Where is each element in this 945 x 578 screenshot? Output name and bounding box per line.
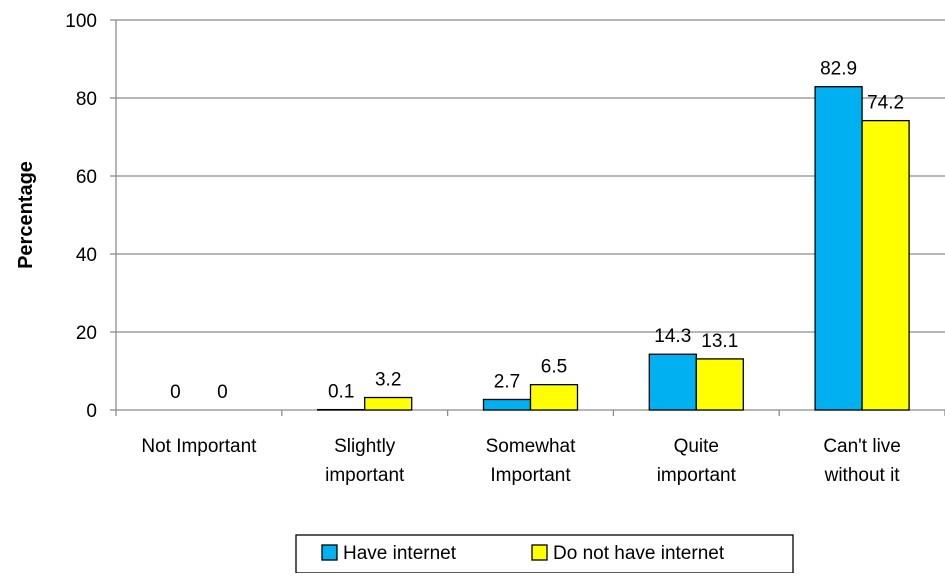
y-tick-label: 20 (76, 323, 97, 344)
x-category-label: Somewhat (486, 436, 576, 457)
y-tick-label: 0 (86, 401, 97, 422)
data-labels: 0 0.1 2.7 14.3 82.9 0 3.2 6.5 13.1 74.2 (170, 59, 904, 403)
y-tick-label: 60 (76, 167, 97, 188)
x-category-label: Can't live (823, 436, 901, 457)
data-label: 2.7 (494, 371, 520, 392)
x-category-label: important (325, 465, 405, 486)
data-label: 3.2 (375, 370, 401, 391)
x-category-label: Not Important (141, 436, 257, 457)
x-category-label: Important (490, 465, 571, 486)
x-category-label: important (657, 465, 737, 486)
y-tick-label: 40 (76, 245, 97, 266)
bars (318, 87, 909, 410)
bar (815, 87, 862, 410)
data-label: 14.3 (654, 326, 691, 347)
y-tick-label: 80 (76, 89, 97, 110)
data-label: 13.1 (701, 331, 738, 352)
bar (649, 354, 696, 410)
legend-swatch (322, 545, 337, 560)
data-label: 74.2 (867, 93, 904, 114)
data-label: 0 (170, 382, 181, 403)
data-label: 0.1 (328, 382, 354, 403)
legend-label: Have internet (343, 543, 457, 564)
bar (531, 385, 578, 410)
y-axis-title: Percentage (15, 161, 37, 269)
data-label: 0 (217, 382, 228, 403)
x-category-label: Slightly (334, 436, 396, 457)
x-category-label: Quite (674, 436, 719, 457)
x-category-label: without it (824, 465, 901, 486)
data-label: 6.5 (541, 357, 567, 378)
y-tick-label: 100 (65, 11, 97, 32)
bar (365, 398, 412, 410)
data-label: 82.9 (820, 59, 857, 80)
bar (696, 359, 743, 410)
bar (862, 121, 909, 410)
legend-label: Do not have internet (553, 543, 725, 564)
bar (484, 399, 531, 410)
axes: 0 20 40 60 80 100 Not Important Slightly importa… (65, 11, 945, 486)
legend: Have internet Do not have internet (296, 535, 793, 573)
legend-swatch (532, 545, 547, 560)
